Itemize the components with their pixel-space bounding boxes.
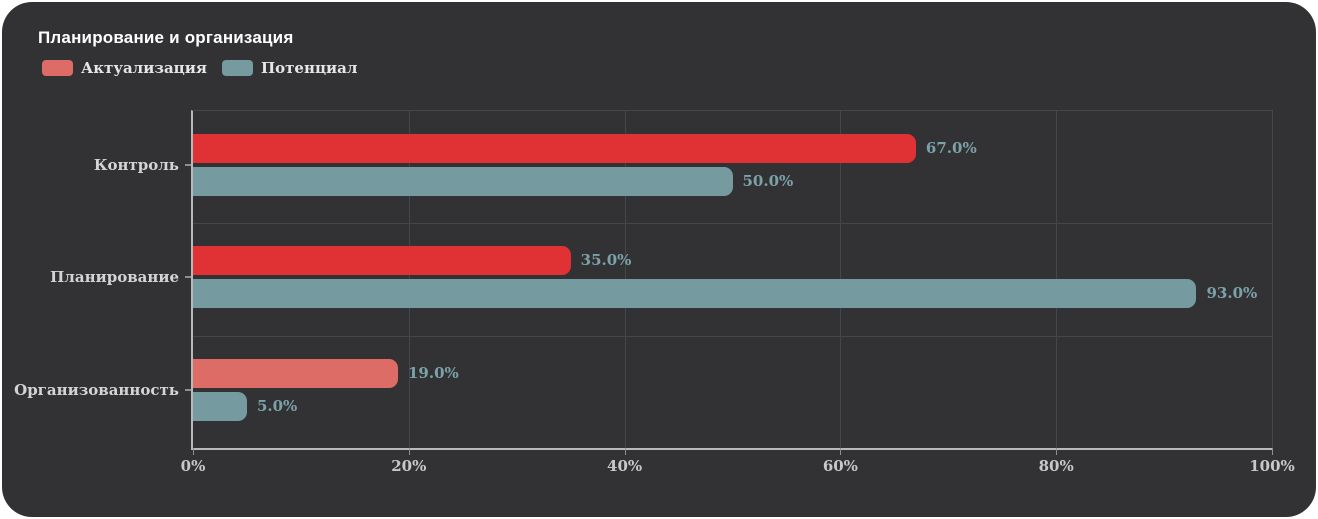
bar-value-label: 67.0% [925, 139, 977, 157]
gridline-horizontal [193, 223, 1272, 225]
legend-item-potentsial[interactable]: Потенциал [221, 59, 358, 77]
bar-актуализация-1[interactable] [193, 246, 571, 276]
bar-потенциал-1[interactable] [193, 279, 1197, 309]
x-axis-tick-mark [193, 448, 194, 455]
x-axis-tick-mark [408, 448, 410, 455]
y-axis-category-label: Организованность [14, 380, 179, 399]
x-axis-label: 20% [391, 457, 427, 475]
legend-item-aktualizatsiya[interactable]: Актуализация [42, 59, 207, 77]
legend-label-potentsial: Потенциал [260, 59, 358, 77]
x-axis-tick-mark [1272, 448, 1273, 455]
x-axis-label: 40% [607, 457, 643, 475]
bar-value-label: 50.0% [742, 172, 794, 190]
legend-swatch-potentsial [221, 60, 253, 76]
legend-label-aktualizatsiya: Актуализация [81, 59, 207, 77]
x-axis-label: 60% [822, 457, 858, 475]
bar-value-label: 5.0% [256, 396, 298, 415]
plot-area: Контроль 67.0% 50.0% Планирование 35.0% 93.0%… [14, 110, 1295, 475]
chart-legend: Актуализация Потенциал [42, 59, 357, 77]
x-axis-label: 80% [1038, 457, 1074, 475]
x-axis-label: 100% [1249, 457, 1295, 475]
y-axis-tick-mark [185, 164, 191, 166]
y-axis-category-label: Планирование [50, 268, 179, 287]
x-axis-label: 0% [180, 457, 206, 475]
bar-потенциал-2[interactable] [193, 391, 247, 421]
bar-актуализация-2[interactable] [193, 358, 398, 388]
x-axis-tick-mark [840, 448, 842, 455]
bar-актуализация-0[interactable] [193, 134, 916, 163]
x-axis-tick-mark [624, 448, 626, 455]
bar-потенциал-0[interactable] [193, 167, 733, 196]
legend-swatch-aktualizatsiya [42, 60, 73, 76]
chart-title: Планирование и организация [38, 28, 294, 47]
y-axis-category-label: Контроль [93, 156, 179, 174]
bar-value-label: 93.0% [1206, 284, 1258, 303]
x-axis-tick-mark [1056, 448, 1058, 455]
bar-value-label: 19.0% [408, 363, 459, 382]
gridline-horizontal [193, 335, 1272, 337]
y-axis-tick-mark [185, 388, 191, 391]
y-axis-tick-mark [185, 276, 191, 279]
bar-value-label: 35.0% [580, 251, 632, 270]
